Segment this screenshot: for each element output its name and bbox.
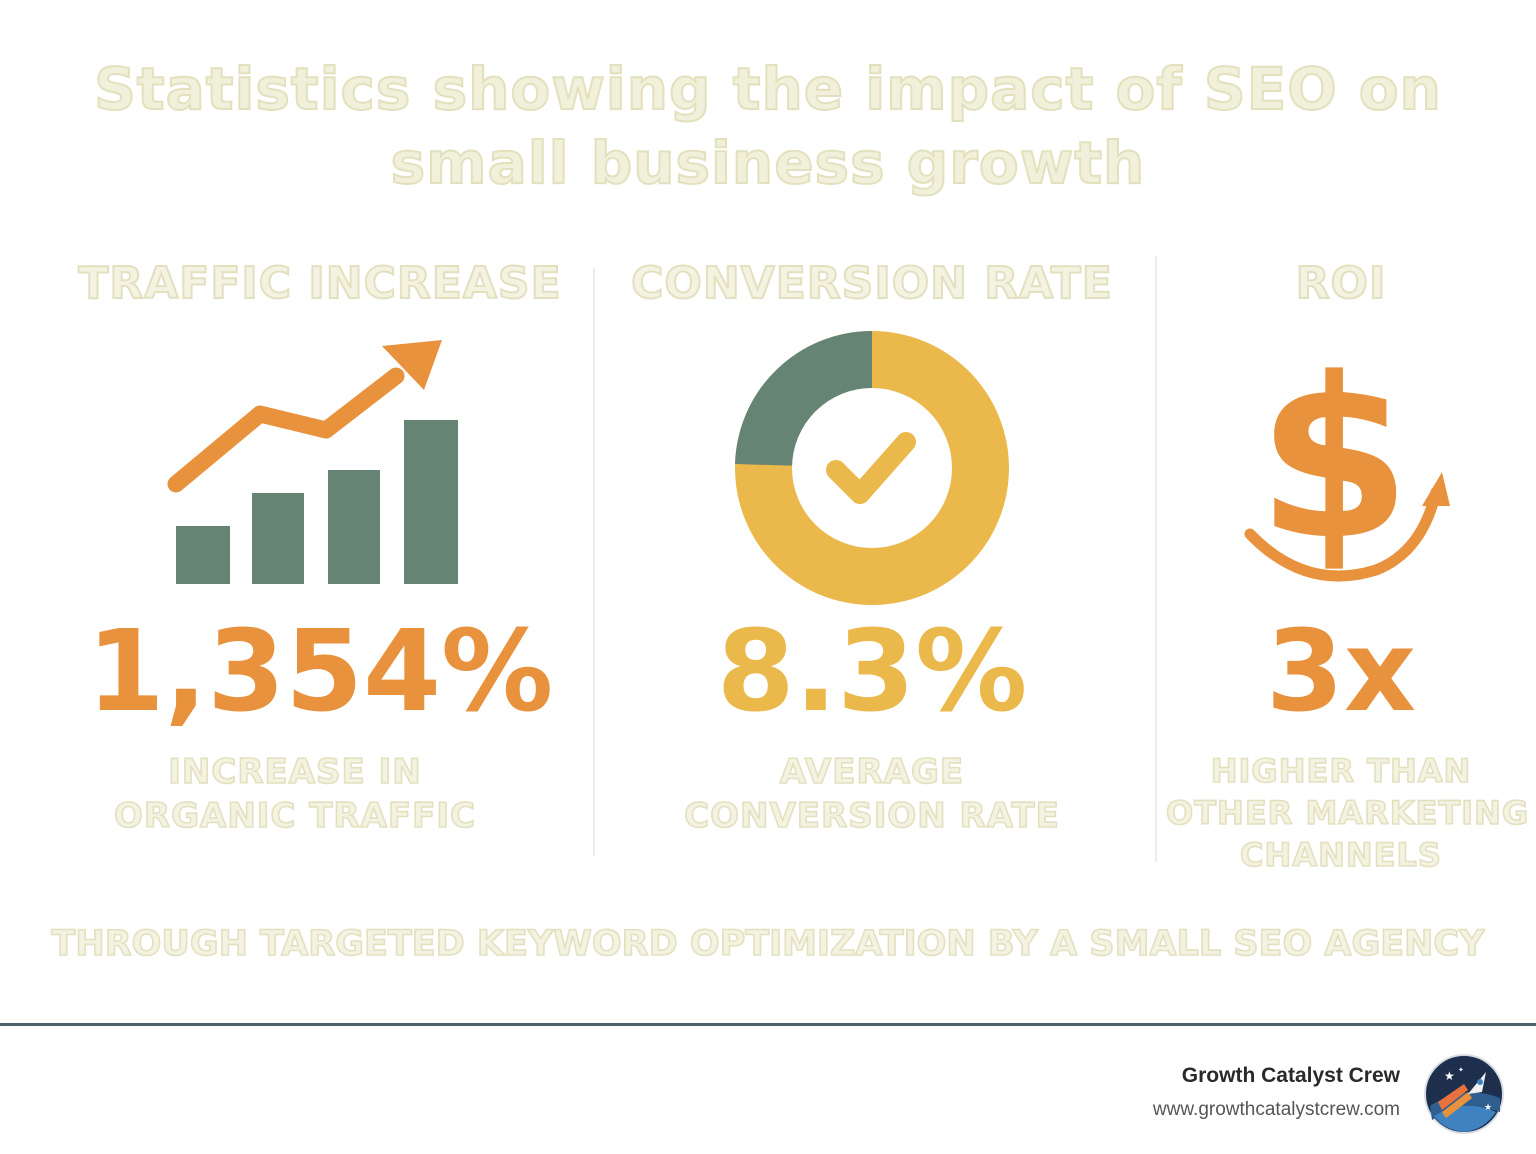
page-title: Statistics showing the impact of SEO on … <box>0 52 1536 200</box>
bar-chart-trending-up-icon <box>167 340 458 584</box>
roi-desc-wrap: HIGHER THAN OTHER MARKETING CHANNELS <box>1165 750 1530 876</box>
donut-checkmark-icon <box>735 331 1009 605</box>
title-line-2: small business growth <box>390 128 1146 198</box>
traffic-desc-wrap: INCREASE IN ORGANIC TRAFFIC <box>60 750 530 838</box>
roi-desc-line-2: OTHER MARKETING <box>1165 793 1530 833</box>
footer-note: THROUGH TARGETED KEYWORD OPTIMIZATION BY… <box>51 923 1485 965</box>
column-divider-1 <box>593 268 595 856</box>
conversion-value-wrap: 8.3% <box>612 612 1132 732</box>
roi-description: HIGHER THAN OTHER MARKETING CHANNELS <box>1165 750 1530 876</box>
traffic-desc-line-1: INCREASE IN <box>167 751 422 793</box>
brand-name: Growth Catalyst Crew <box>1181 1064 1400 1087</box>
traffic-value-wrap: 1,354% <box>60 612 580 732</box>
title-line-1: Statistics showing the impact of SEO on <box>93 54 1442 124</box>
roi-value-wrap: 3x <box>1166 612 1516 732</box>
conversion-value: 8.3% <box>716 607 1028 737</box>
svg-text:★: ★ <box>1444 1069 1455 1083</box>
traffic-column: TRAFFIC INCREASE <box>60 257 580 310</box>
conversion-desc-line-2: CONVERSION RATE <box>683 795 1060 837</box>
svg-text:★: ★ <box>1484 1103 1492 1113</box>
column-divider-2 <box>1155 256 1157 862</box>
brand-url[interactable]: www.growthcatalystcrew.com <box>1152 1099 1400 1120</box>
svg-text:$: $ <box>1257 331 1411 589</box>
roi-desc-line-1: HIGHER THAN <box>1210 751 1472 791</box>
footer-rule <box>0 1023 1536 1026</box>
conversion-description: AVERAGE CONVERSION RATE <box>612 750 1132 838</box>
roi-desc-line-3: CHANNELS <box>1239 835 1442 875</box>
roi-heading: ROI <box>1295 257 1387 310</box>
conversion-desc-line-1: AVERAGE <box>779 751 965 793</box>
dollar-arrow-icon: $ <box>1244 331 1450 589</box>
roi-column: ROI <box>1166 257 1516 310</box>
traffic-heading: TRAFFIC INCREASE <box>77 257 562 310</box>
traffic-desc-line-2: ORGANIC TRAFFIC <box>113 795 476 837</box>
conversion-column: CONVERSION RATE <box>612 257 1132 310</box>
traffic-description: INCREASE IN ORGANIC TRAFFIC <box>60 750 530 838</box>
traffic-value: 1,354% <box>86 607 554 737</box>
svg-text:✦: ✦ <box>1458 1066 1464 1074</box>
rocket-logo-icon: ★ ★ ✦ <box>1424 1054 1504 1134</box>
conversion-desc-wrap: AVERAGE CONVERSION RATE <box>612 750 1132 838</box>
conversion-heading: CONVERSION RATE <box>630 257 1113 310</box>
roi-value: 3x <box>1265 607 1417 737</box>
